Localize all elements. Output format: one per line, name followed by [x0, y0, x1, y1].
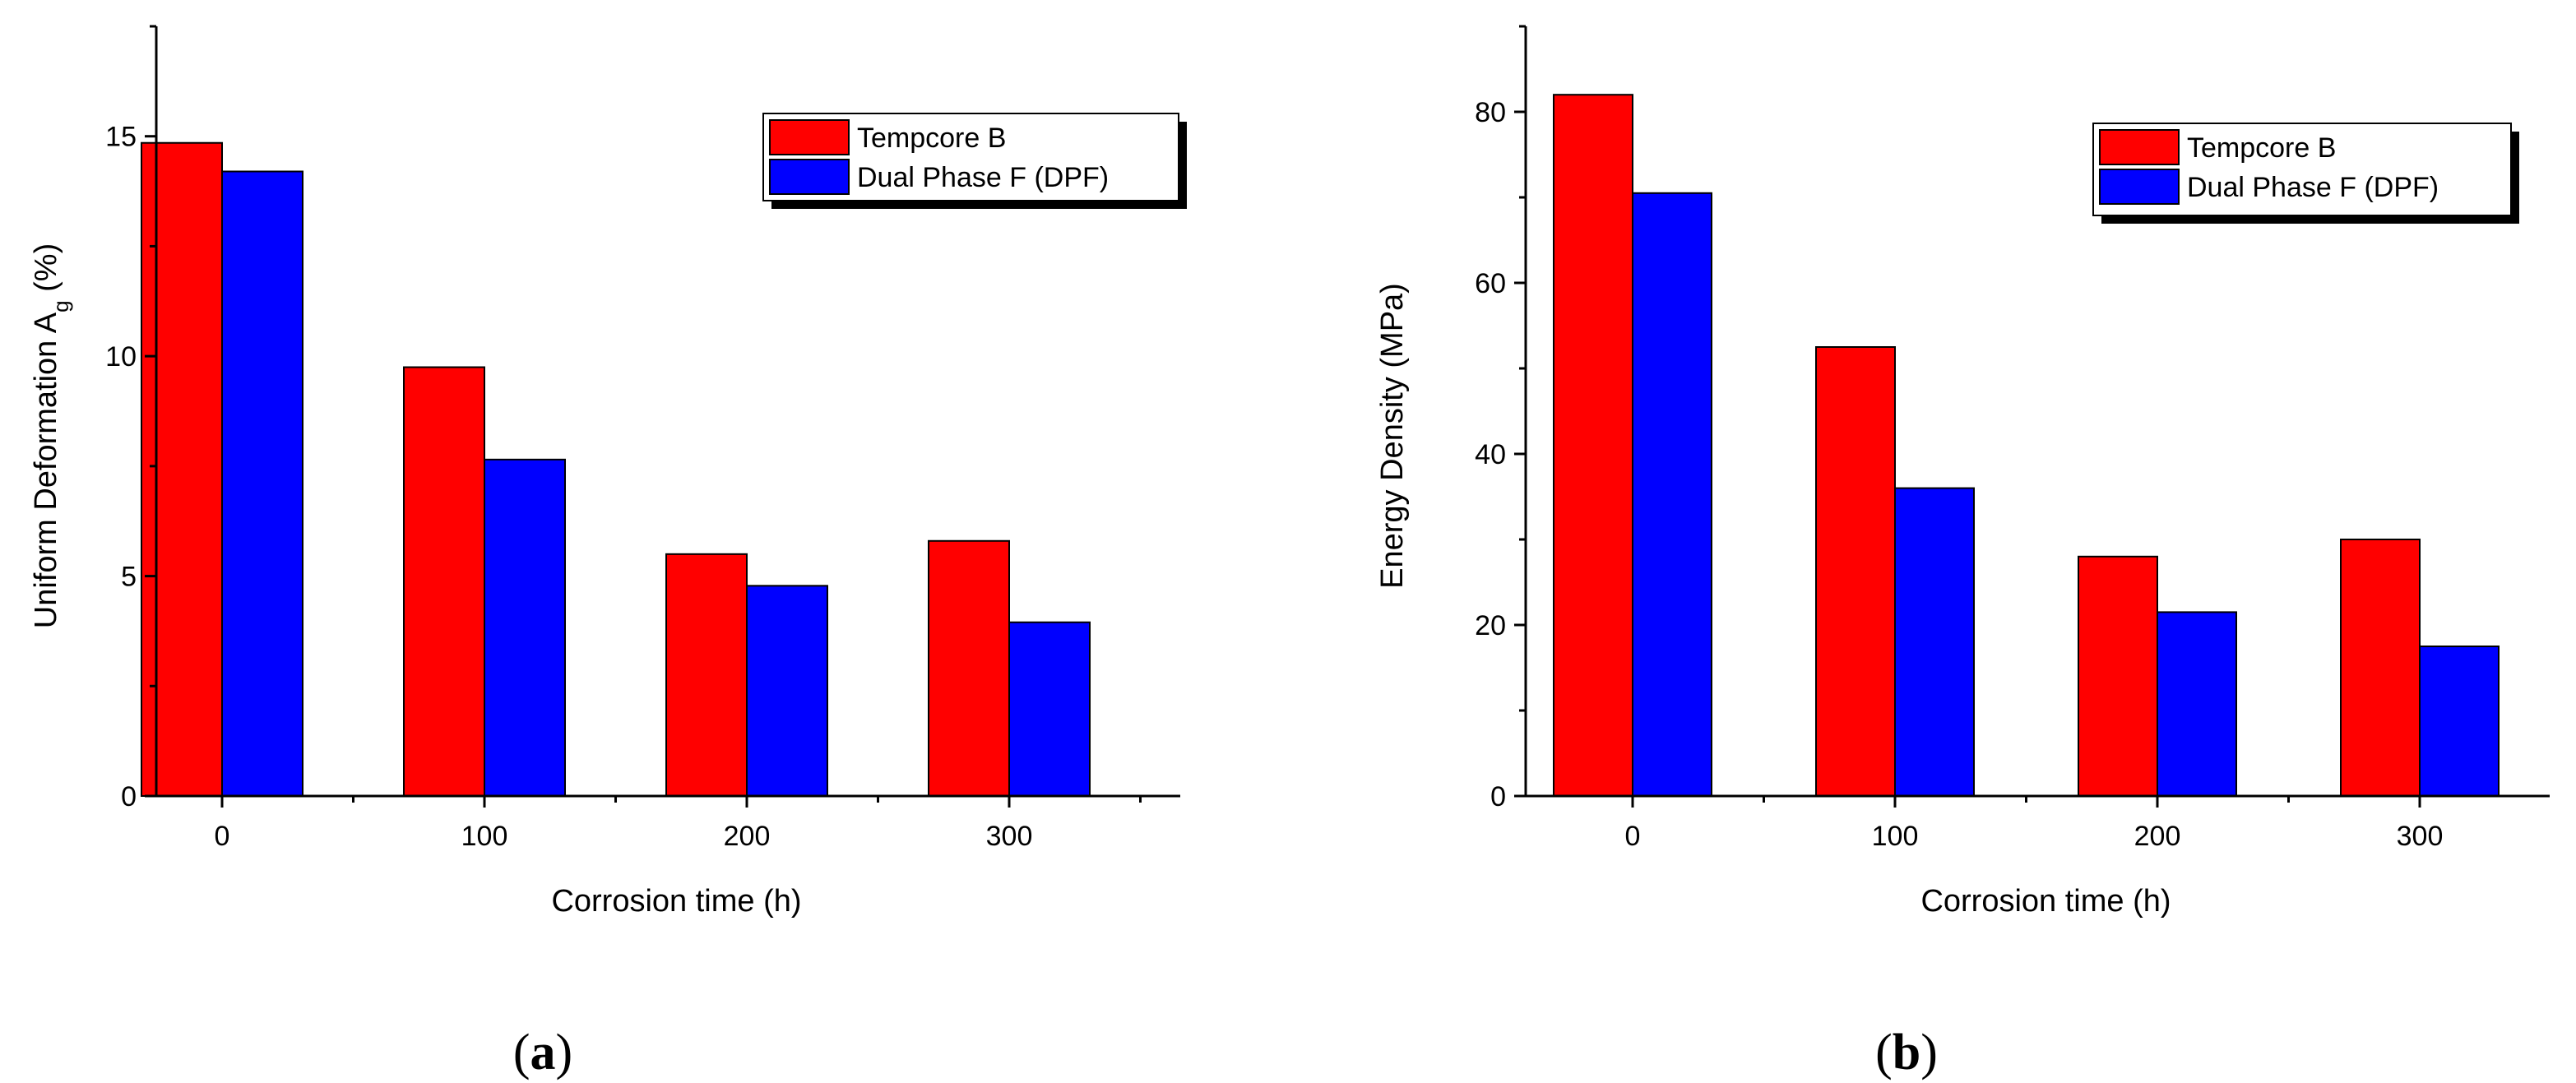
legend-label-dpf: Dual Phase F (DPF)	[2187, 172, 2439, 203]
y-tick-label: 15	[105, 122, 137, 153]
y-tick-label: 20	[1475, 610, 1506, 641]
legend-label-tempcore-b: Tempcore B	[2187, 132, 2336, 164]
chart-panel-b: 0 20 40 60 80 0 100 200 300 Corrosion time (h) Ene…	[1375, 25, 2550, 919]
bar-dpf-200	[746, 585, 828, 797]
bar-dpf-100	[484, 458, 566, 797]
bar-tempcore-b-300	[928, 539, 1010, 797]
x-axis-title: Corrosion time (h)	[1920, 884, 2171, 919]
bar-tempcore-b-200	[2078, 555, 2158, 797]
y-axis-title: Uniform Deformation Ag (%)	[29, 243, 73, 629]
x-tick-label: 200	[724, 821, 771, 852]
y-axis-title-suffix: (%)	[29, 243, 63, 301]
y-tick-label: 40	[1475, 439, 1506, 470]
x-tick-label: 0	[215, 821, 230, 852]
y-axis-title: Energy Density (MPa)	[1375, 283, 1410, 589]
y-tick-label: 80	[1475, 97, 1506, 128]
panel-label-a: (a)	[513, 1025, 572, 1081]
y-axis-title-main: Energy Density (MPa)	[1375, 283, 1410, 589]
x-tick-label: 0	[1625, 821, 1641, 852]
x-tick-label: 100	[461, 821, 508, 852]
x-tick-label: 200	[2134, 821, 2181, 852]
x-tick-label: 300	[986, 821, 1033, 852]
legend-label-dpf: Dual Phase F (DPF)	[857, 162, 1109, 193]
bar-dpf-300	[1008, 621, 1091, 798]
legend-label-tempcore-b: Tempcore B	[857, 123, 1006, 154]
bar-dpf-200	[2157, 611, 2237, 798]
y-tick-label: 10	[105, 341, 137, 373]
x-tick-label: 300	[2397, 821, 2444, 852]
y-tick-label: 0	[1490, 781, 1506, 812]
chart-panel-a: 0 5 10 15 0 100 200 300 Corrosion time (h) Unifor…	[29, 25, 1187, 919]
legend-swatch-tempcore-b	[2099, 129, 2180, 165]
y-axis-title-main: Uniform Deformation A	[29, 312, 63, 628]
x-axis-title: Corrosion time (h)	[551, 884, 801, 919]
bar-dpf-0	[1632, 192, 1712, 798]
x-tick-label: 100	[1872, 821, 1919, 852]
legend-swatch-dpf	[769, 159, 850, 195]
y-tick-label: 5	[121, 562, 137, 593]
y-tick-label: 0	[121, 781, 137, 812]
bar-dpf-300	[2419, 646, 2500, 797]
y-tick-label: 60	[1475, 268, 1506, 299]
legend-swatch-tempcore-b	[769, 119, 850, 155]
bar-dpf-100	[1894, 487, 1975, 797]
panel-label-b: (b)	[1875, 1025, 1938, 1081]
bar-dpf-0	[221, 170, 303, 797]
bar-tempcore-b-200	[665, 553, 748, 797]
bar-tempcore-b-300	[2340, 539, 2421, 797]
bar-tempcore-b-0	[141, 141, 223, 798]
legend-swatch-dpf	[2099, 169, 2180, 205]
y-axis-title-sub: g	[49, 300, 73, 312]
bar-tempcore-b-0	[1553, 94, 1633, 797]
bar-tempcore-b-100	[1815, 346, 1896, 797]
bar-tempcore-b-100	[403, 366, 485, 797]
